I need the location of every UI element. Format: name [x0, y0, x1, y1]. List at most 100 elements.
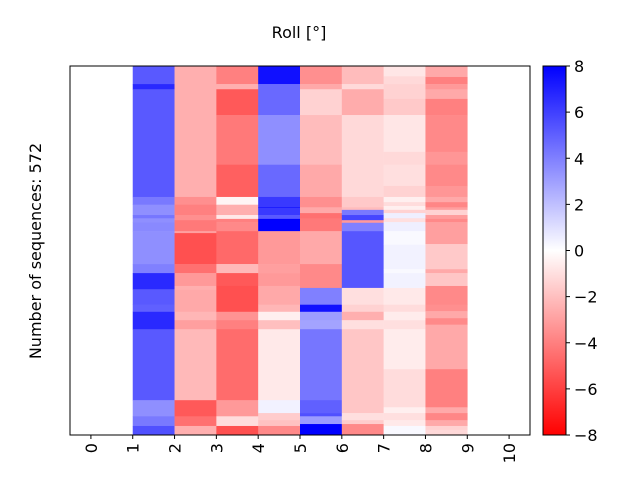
heatmap-cell-col3-seg3 [216, 115, 259, 166]
x-tick-label: 4 [249, 443, 268, 453]
heatmap-cell-col6-seg4 [341, 196, 384, 208]
heatmap-cell-col7-seg26 [383, 413, 426, 421]
heatmap-cell-col8-seg6 [425, 151, 468, 166]
heatmap-cell-col4-seg8 [258, 218, 301, 232]
heatmap-cell-col2-seg3 [174, 215, 217, 221]
heatmap-cell-col1-seg8 [132, 231, 175, 265]
heatmap-cell-col2-seg16 [174, 425, 217, 436]
heatmap-cell-col7-seg8 [383, 196, 426, 203]
heatmap-cell-col5-seg16 [300, 400, 343, 414]
heatmap-cell-col3-seg1 [216, 84, 259, 90]
heatmap-cell-col4-seg4 [258, 196, 301, 208]
heatmap-cell-col2-seg12 [174, 320, 217, 330]
heatmap-cell-col4-seg11 [258, 273, 301, 287]
heatmap-cell-col8-seg17 [425, 269, 468, 274]
heatmap-cell-col5-seg17 [300, 413, 343, 417]
heatmap-cell-col6-seg12 [341, 304, 384, 313]
heatmap-cell-col2-seg13 [174, 329, 217, 401]
heatmap-cell-col7-seg0 [383, 66, 426, 77]
heatmap-cell-col8-seg19 [425, 285, 468, 305]
colorbar-tick-label: 0 [574, 242, 584, 261]
colorbar-tick-label: −8 [574, 426, 598, 445]
heatmap-cell-col2-seg5 [174, 231, 217, 234]
heatmap-cell-col1-seg14 [132, 329, 175, 401]
heatmap-cell-col8-seg28 [425, 425, 468, 431]
heatmap-cells [132, 66, 468, 436]
heatmap-cell-col7-seg28 [383, 425, 426, 436]
x-tick-label: 10 [500, 443, 519, 463]
colorbar [542, 65, 567, 436]
heatmap-cell-col2-seg14 [174, 400, 217, 417]
heatmap-cell-col4-seg2 [258, 115, 301, 166]
heatmap-cell-col1-seg6 [132, 218, 175, 223]
heatmap-cell-col8-seg29 [425, 429, 468, 436]
heatmap-cell-col8-seg5 [425, 115, 468, 153]
chart-title: Roll [°] [272, 23, 327, 42]
heatmap-cell-col8-seg16 [425, 244, 468, 270]
heatmap-cell-col1-seg16 [132, 416, 175, 427]
heatmap-cell-col3-seg9 [216, 222, 259, 232]
heatmap-cell-col4-seg14 [258, 311, 301, 321]
heatmap-cell-col8-seg7 [425, 164, 468, 187]
heatmap-cell-col8-seg0 [425, 66, 468, 78]
heatmap-cell-col8-seg8 [425, 185, 468, 198]
heatmap-cell-col5-seg18 [300, 416, 343, 425]
heatmap-cell-col7-seg17 [383, 269, 426, 274]
heatmap-cell-col8-seg21 [425, 311, 468, 319]
heatmap-cell-col2-seg15 [174, 416, 217, 427]
heatmap-cell-col1-seg1 [132, 84, 175, 90]
heatmap-cell-col7-seg1 [383, 76, 426, 85]
x-tick-label: 2 [166, 443, 185, 453]
heatmap-cell-col6-seg9 [341, 222, 384, 232]
heatmap-cell-col7-seg7 [383, 185, 426, 198]
heatmap-cell-col4-seg1 [258, 84, 301, 116]
heatmap-cell-col3-seg7 [216, 215, 259, 220]
heatmap-cell-col8-seg25 [425, 407, 468, 414]
heatmap-cell-col3-seg6 [216, 204, 259, 216]
heatmap-cell-col8-seg22 [425, 318, 468, 325]
heatmap-cell-col8-seg14 [425, 218, 468, 223]
heatmap-cell-col8-seg2 [425, 84, 468, 90]
heatmap-cell-col1-seg12 [132, 304, 175, 313]
heatmap-cell-col5-seg5 [300, 196, 343, 208]
x-tick-label: 8 [416, 443, 435, 453]
heatmap-cell-col3-seg2 [216, 89, 259, 116]
heatmap-cell-col6-seg10 [341, 231, 384, 289]
heatmap-cell-col3-seg4 [216, 164, 259, 198]
heatmap-cell-col4-seg5 [258, 207, 301, 209]
heatmap-cell-col3-seg10 [216, 231, 259, 265]
heatmap-cell-col8-seg15 [425, 222, 468, 245]
heatmap-cell-col4-seg20 [258, 425, 301, 436]
heatmap-cell-col6-seg8 [341, 220, 384, 224]
heatmap-cell-col2-seg1 [174, 196, 217, 205]
heatmap-cell-col8-seg12 [425, 209, 468, 216]
heatmap-cell-col7-seg16 [383, 244, 426, 270]
heatmap-cell-col1-seg11 [132, 289, 175, 305]
heatmap-cell-col7-seg14 [383, 222, 426, 232]
heatmap-cell-col4-seg18 [258, 413, 301, 421]
heatmap-cell-col6-seg2 [341, 89, 384, 116]
heatmap-cell-col2-seg4 [174, 220, 217, 232]
heatmap-cell-col4-seg19 [258, 420, 301, 427]
heatmap-cell-col5-seg14 [300, 320, 343, 330]
heatmap-cell-col3-seg8 [216, 218, 259, 223]
heatmap-cell-col4-seg15 [258, 320, 301, 330]
heatmap-cell-col7-seg11 [383, 209, 426, 214]
heatmap-cell-col6-seg0 [341, 66, 384, 85]
heatmap-cell-col1-seg9 [132, 264, 175, 274]
heatmap-cell-col5-seg19 [300, 424, 343, 436]
heatmap-cell-col5-seg15 [300, 329, 343, 401]
heatmap-cell-col5-seg7 [300, 213, 343, 219]
heatmap-cell-col8-seg10 [425, 202, 468, 208]
heatmap-cell-col2-seg8 [174, 273, 217, 287]
heatmap-cell-col6-seg11 [341, 287, 384, 305]
y-axis-label: Number of sequences: 572 [26, 143, 45, 359]
heatmap-cell-col3-seg11 [216, 264, 259, 274]
heatmap-cell-col1-seg13 [132, 311, 175, 330]
x-tick-label: 9 [458, 443, 477, 453]
heatmap-cell-col7-seg22 [383, 320, 426, 330]
heatmap-cell-col4-seg13 [258, 304, 301, 313]
heatmap-cell-col7-seg4 [383, 115, 426, 153]
heatmap-cell-col1-seg2 [132, 89, 175, 198]
